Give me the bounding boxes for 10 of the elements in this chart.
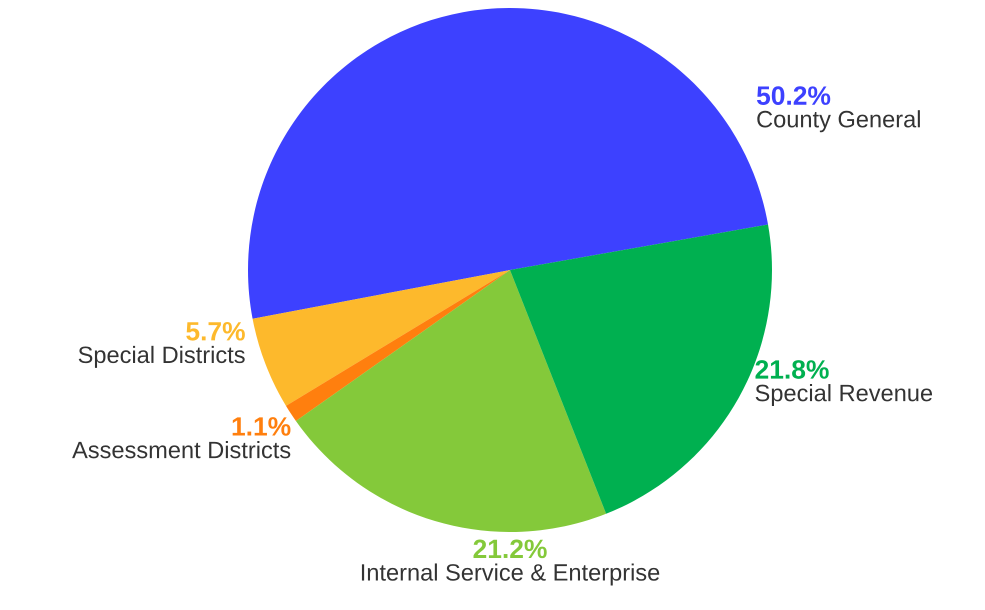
slice-label: Internal Service & Enterprise [362, 563, 660, 586]
data-label: 5.7% [186, 322, 245, 341]
data-label: 50.2% [756, 86, 830, 105]
data-label: 21.2% [474, 540, 547, 558]
data-label: 21.8% [755, 360, 829, 379]
slice-label: County General [757, 110, 920, 132]
slice-label: Assessment Districts [72, 440, 290, 458]
slice-label: Special Districts [78, 346, 245, 368]
slice-label: Special Revenue [756, 384, 932, 406]
data-label: 1.1% [232, 417, 290, 436]
